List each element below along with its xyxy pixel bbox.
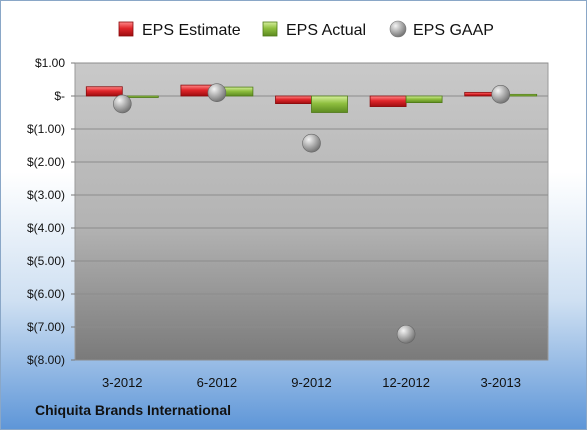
y-tick-label: $(3.00): [27, 188, 65, 202]
x-axis: 3-2012 6-2012 9-2012 12-2012 3-2013: [102, 375, 521, 390]
y-tick-label: $(1.00): [27, 122, 65, 136]
legend-gaap-marker: [389, 20, 407, 38]
eps-estimate-bar: [275, 95, 312, 104]
x-tick-label: 3-2013: [480, 375, 520, 390]
eps-gaap-point: [491, 85, 511, 104]
x-tick-label: 6-2012: [197, 375, 237, 390]
legend-eps-gaap: EPS GAAP: [413, 22, 494, 39]
company-name: Chiquita Brands International: [35, 402, 232, 418]
x-tick-label: 3-2012: [102, 375, 142, 390]
eps-estimate-bar: [369, 95, 407, 107]
gaap-bubbles: [113, 83, 511, 344]
legend-eps-estimate: EPS Estimate: [142, 22, 241, 39]
y-tick-label: $-: [54, 89, 65, 103]
y-tick-label: $(2.00): [27, 155, 65, 169]
y-tick-label: $(4.00): [27, 221, 65, 235]
eps-gaap-point: [207, 83, 227, 102]
y-tick-label: $(8.00): [27, 353, 65, 367]
eps-estimate-bar: [85, 86, 123, 97]
bars: [85, 84, 538, 113]
x-tick-label: 12-2012: [382, 375, 430, 390]
legend-estimate-marker: [118, 21, 134, 37]
x-tick-label: 9-2012: [291, 375, 331, 390]
eps-gaap-point: [302, 133, 321, 153]
eps-actual-bar: [405, 95, 443, 103]
legend-eps-actual: EPS Actual: [286, 22, 366, 39]
y-tick-label: $(5.00): [27, 254, 65, 268]
legend-actual-marker: [262, 21, 278, 37]
eps-actual-bar: [311, 95, 348, 113]
eps-gaap-point: [113, 94, 132, 114]
y-tick-label: $(6.00): [27, 287, 65, 301]
eps-gaap-point: [396, 324, 416, 344]
y-tick-label: $1.00: [35, 56, 65, 70]
y-tick-label: $(7.00): [27, 320, 65, 334]
legend: EPS Estimate EPS Actual EPS GAAP: [118, 20, 494, 39]
y-axis: $1.00 $- $(1.00) $(2.00) $(3.00) $(4.00) $(5.0…: [27, 56, 75, 367]
